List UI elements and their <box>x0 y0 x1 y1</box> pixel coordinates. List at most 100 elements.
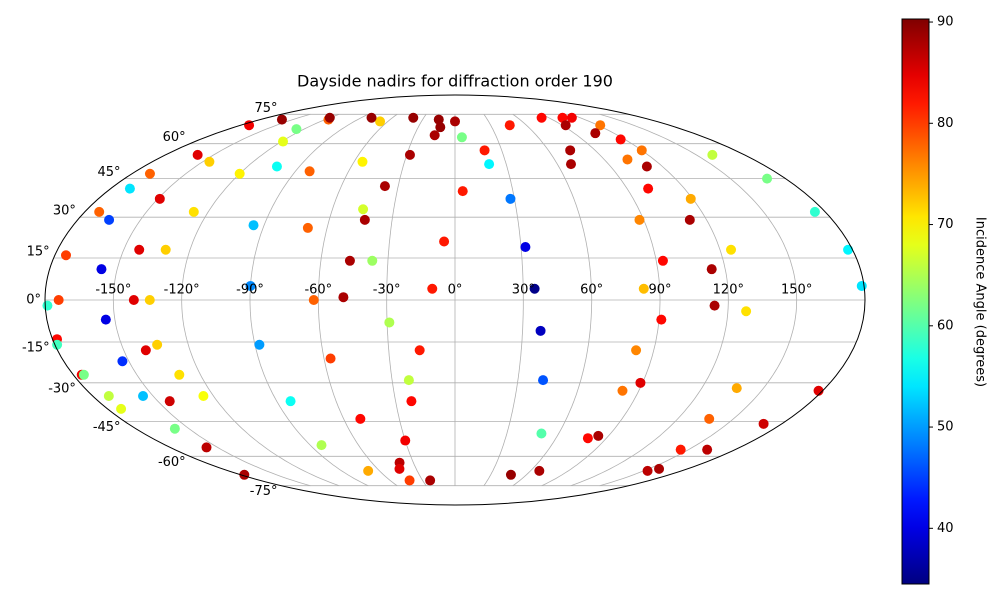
point <box>654 463 665 474</box>
point <box>457 186 468 197</box>
point <box>278 136 289 147</box>
point <box>344 255 355 266</box>
point <box>593 430 604 441</box>
point <box>324 112 335 123</box>
point <box>276 114 287 125</box>
point <box>338 292 349 303</box>
point <box>635 377 646 388</box>
map-boundary <box>44 94 866 506</box>
point <box>140 345 151 356</box>
point <box>42 300 53 311</box>
colorbar <box>901 18 930 585</box>
point <box>702 444 713 455</box>
point <box>363 465 374 476</box>
point <box>117 356 128 367</box>
point <box>657 255 668 266</box>
x-tick-label: 90° <box>648 283 671 298</box>
point <box>406 396 417 407</box>
point <box>529 283 540 294</box>
point <box>741 306 752 317</box>
point <box>128 295 139 305</box>
point <box>641 161 652 172</box>
point <box>414 345 425 356</box>
point <box>731 383 742 394</box>
point <box>856 280 867 291</box>
grid-line <box>599 113 798 487</box>
x-tick-label: -30° <box>373 283 401 298</box>
colorbar-tick-label: 70 <box>937 217 954 232</box>
point <box>520 241 531 252</box>
point <box>636 145 647 156</box>
point <box>174 369 185 380</box>
grid-line <box>249 113 369 487</box>
chart-title: Dayside nadirs for diffraction order 190 <box>297 72 613 91</box>
point <box>566 112 577 123</box>
point <box>843 244 854 255</box>
x-tick-label: 0° <box>448 283 463 298</box>
point <box>631 345 642 356</box>
point <box>538 375 549 386</box>
y-tick-label: -15° <box>22 340 50 355</box>
point <box>536 428 547 439</box>
point <box>634 214 645 225</box>
point <box>439 236 450 247</box>
grid-line <box>386 114 427 486</box>
colorbar-label: Incidence Angle (degrees) <box>973 217 988 387</box>
point <box>169 423 180 434</box>
colorbar-tick-label: 80 <box>937 116 954 131</box>
y-tick-label: 0° <box>26 293 41 308</box>
y-tick-label: 15° <box>27 245 50 260</box>
point <box>60 250 71 261</box>
point <box>359 214 370 225</box>
point <box>425 475 436 486</box>
colorbar-tick-label: 90 <box>937 15 954 30</box>
grid-line <box>512 113 593 487</box>
point <box>456 132 467 143</box>
point <box>704 413 715 424</box>
point <box>706 264 717 275</box>
point <box>809 206 820 217</box>
point <box>403 375 414 386</box>
point <box>308 295 319 305</box>
point <box>484 159 495 170</box>
point <box>582 433 593 444</box>
point <box>304 166 315 177</box>
point <box>104 214 115 225</box>
point <box>201 442 212 453</box>
point <box>565 145 576 156</box>
y-tick-label: 60° <box>163 130 186 145</box>
point <box>479 145 490 156</box>
colorbar-tick-label: 40 <box>937 521 954 536</box>
point <box>394 463 405 474</box>
x-tick-label: 120° <box>713 283 744 298</box>
colorbar-tick-label: 50 <box>937 420 954 435</box>
point <box>100 314 111 325</box>
y-tick-label: -75° <box>250 484 278 499</box>
point <box>239 469 250 480</box>
x-tick-label: 60° <box>580 283 603 298</box>
point <box>535 325 546 336</box>
point <box>427 283 438 294</box>
point <box>244 120 255 131</box>
point <box>188 206 199 217</box>
point <box>404 475 415 486</box>
point <box>204 156 215 167</box>
point <box>709 300 720 311</box>
point <box>758 418 769 429</box>
grid-line <box>541 113 661 487</box>
x-tick-label: -90° <box>236 283 264 298</box>
y-tick-label: 75° <box>254 101 277 116</box>
point <box>450 116 460 127</box>
point <box>316 440 327 451</box>
point <box>52 339 63 350</box>
point <box>144 295 155 305</box>
point <box>134 244 145 255</box>
grid-line <box>483 114 524 486</box>
point <box>367 255 378 266</box>
y-tick-label: 30° <box>53 204 76 219</box>
point <box>245 280 256 291</box>
point <box>325 353 336 364</box>
y-tick-label: -30° <box>48 381 76 396</box>
point <box>198 390 209 401</box>
